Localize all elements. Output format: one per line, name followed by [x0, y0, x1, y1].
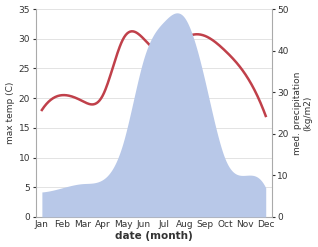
- Y-axis label: max temp (C): max temp (C): [5, 82, 15, 144]
- X-axis label: date (month): date (month): [115, 231, 193, 242]
- Y-axis label: med. precipitation
(kg/m2): med. precipitation (kg/m2): [293, 71, 313, 155]
